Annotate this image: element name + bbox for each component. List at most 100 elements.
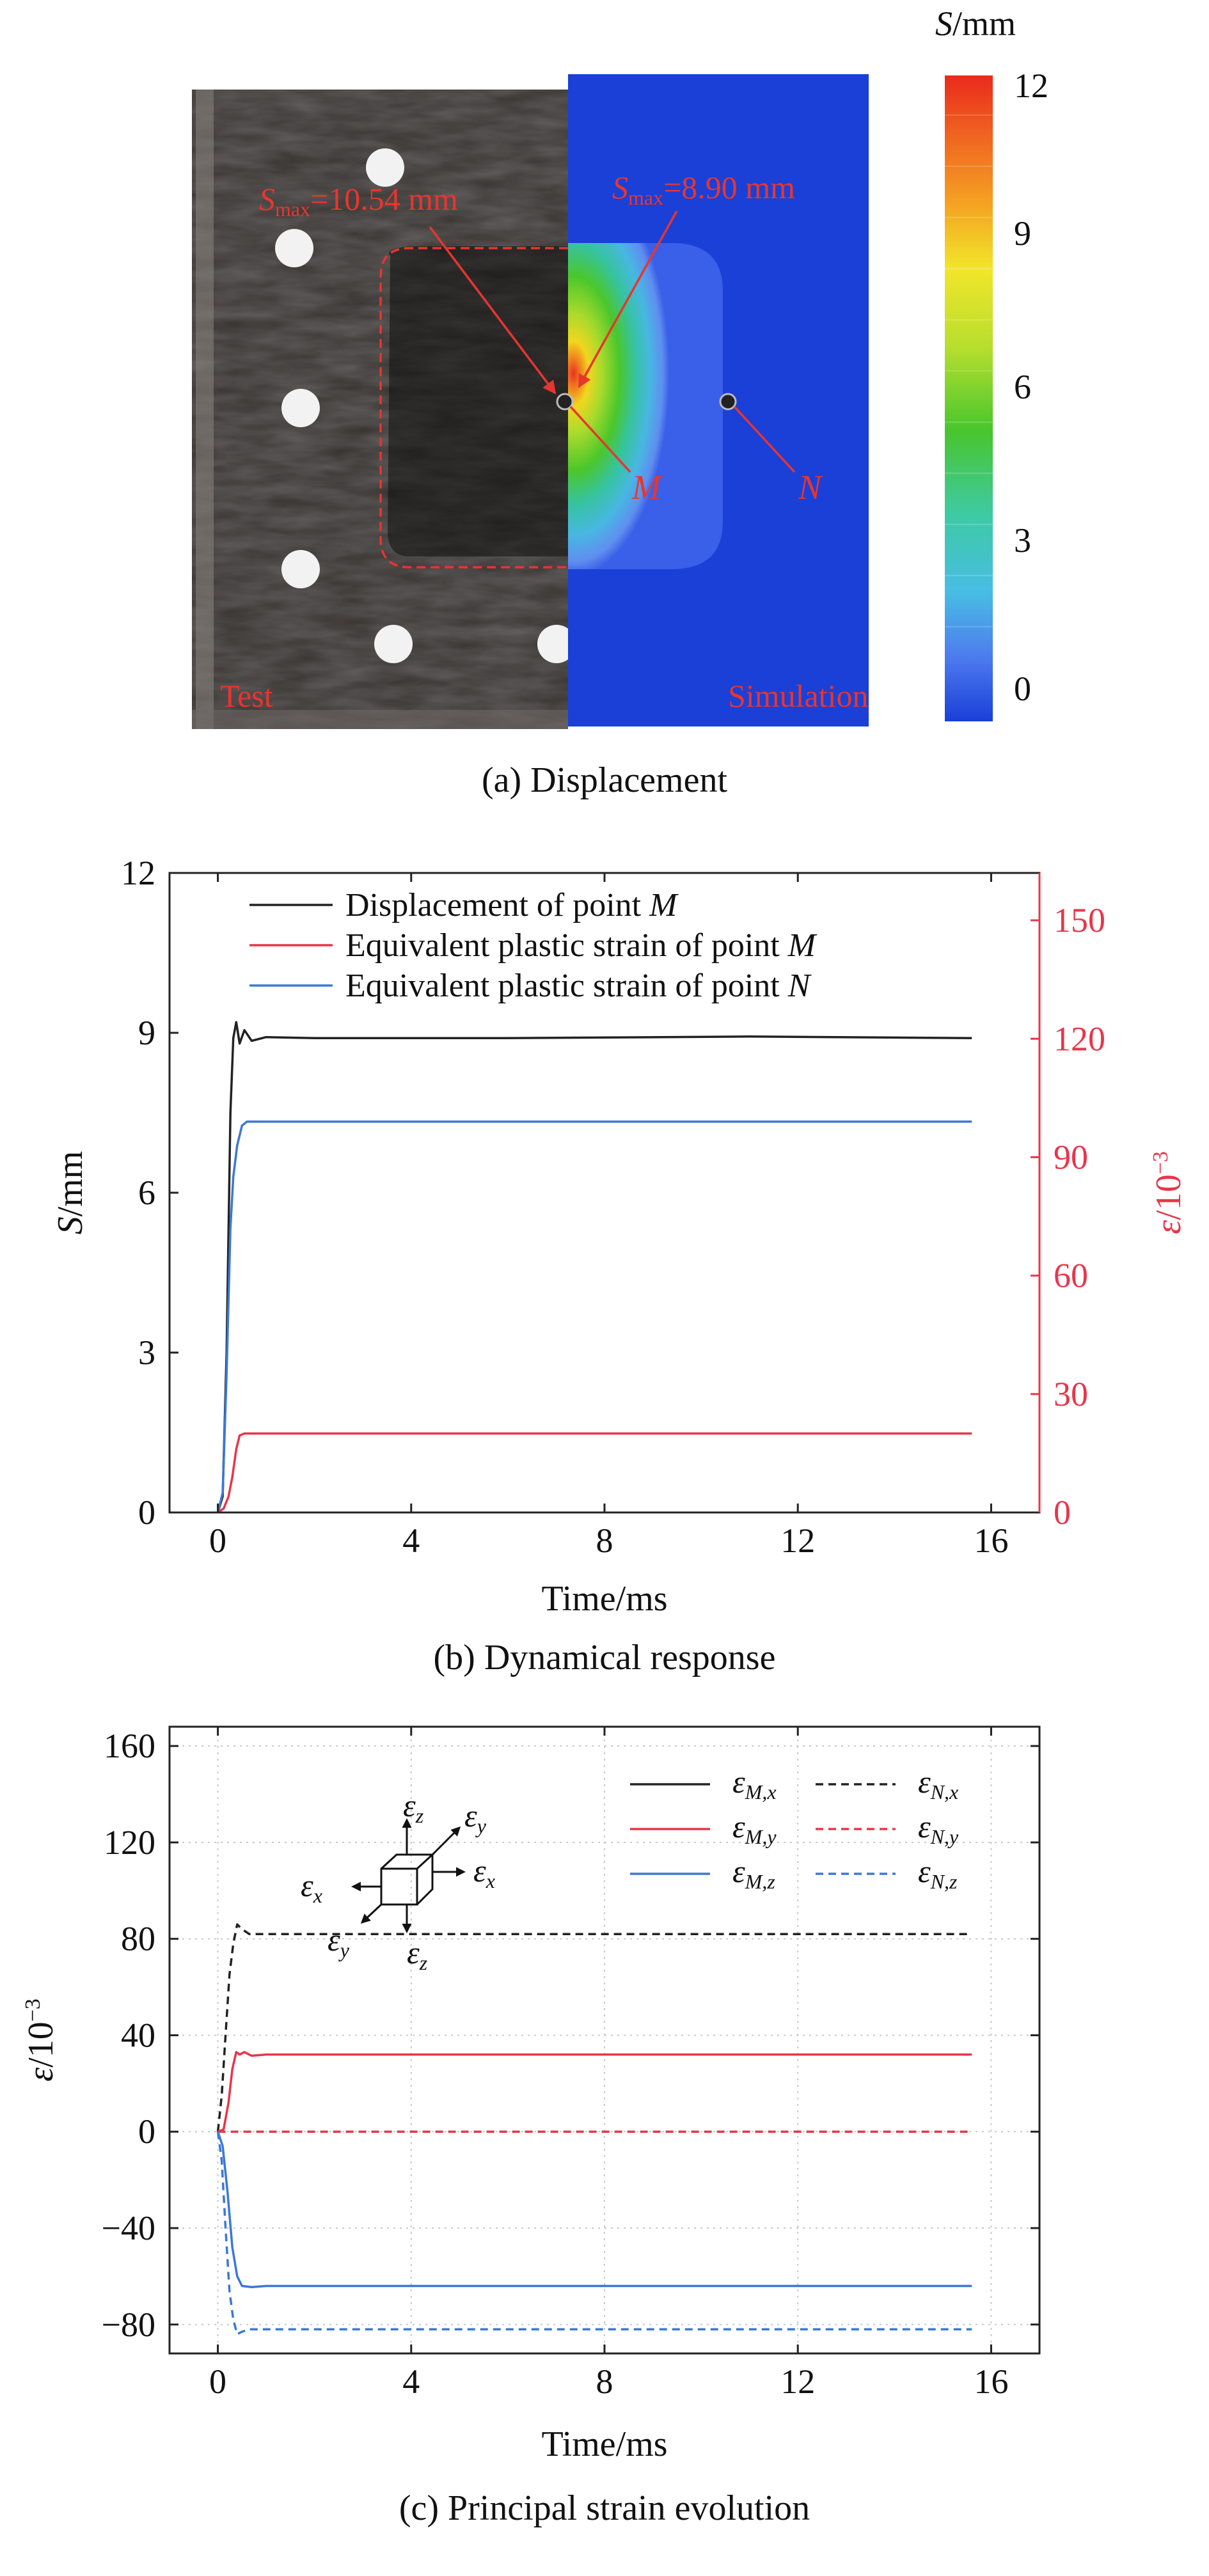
icon-label-y-top: εy: [464, 1798, 487, 1837]
icon-label-x-right: εx: [473, 1853, 495, 1892]
panel-a-displacement: Test Simulation Smax=10.54 mm Smax=8.90 …: [192, 4, 1048, 800]
svg-text:εM,z: εM,z: [732, 1853, 775, 1893]
legend-item: εN,x: [816, 1764, 958, 1803]
icon-label-z-bottom: εz: [407, 1935, 428, 1974]
point-m-marker: [556, 393, 574, 411]
legend-item: Equivalent plastic strain of point M: [249, 927, 818, 964]
series-line-0: [216, 1021, 972, 1512]
icon-label-x-left: εx: [301, 1867, 322, 1907]
x-tick-label: 8: [596, 2362, 613, 2401]
colorbar-tick: 0: [1014, 670, 1031, 708]
smax-simulation-annotation: Smax=8.90 mm: [578, 169, 795, 388]
y-tick-label: −80: [102, 2305, 155, 2344]
y-tick-label: 40: [121, 2016, 155, 2054]
svg-text:Equivalent plastic strain of p: Equivalent plastic strain of point N: [345, 968, 812, 1004]
point-n-label: N: [798, 468, 823, 507]
icon-label-y-bottom: εy: [328, 1922, 350, 1961]
bolt-hole: [366, 148, 404, 187]
simulation-contour: Simulation: [568, 74, 869, 726]
x-axis-label-b: Time/ms: [541, 1579, 667, 1619]
colorbar-tick: 3: [1014, 521, 1031, 560]
y2-tick-label: 0: [1054, 1493, 1071, 1532]
x-tick-label: 16: [974, 1521, 1008, 1560]
legend-item: Displacement of point M: [249, 887, 679, 923]
svg-text:Smax=8.90 mm: Smax=8.90 mm: [612, 169, 795, 209]
legend-c: εM,x εN,x εM,y εN,y εM,z εN,z: [630, 1764, 959, 1893]
legend-item: εN,z: [816, 1853, 958, 1893]
y-axis-label-b: S/mm: [51, 1151, 90, 1235]
test-label: Test: [220, 678, 273, 714]
colorbar-tick: 6: [1014, 368, 1031, 406]
series-line-2: [216, 1120, 972, 1512]
legend-item: εM,x: [630, 1764, 777, 1803]
colorbar-title: S/mm: [935, 4, 1016, 43]
y2-tick-label: 90: [1054, 1138, 1088, 1176]
simulation-label: Simulation: [728, 678, 868, 714]
legend-item: εM,z: [630, 1853, 775, 1893]
x-tick-label: 0: [209, 1521, 226, 1560]
y-tick-label: 160: [104, 1727, 155, 1765]
colorbar-tick: 9: [1014, 214, 1031, 253]
y-tick-label: −40: [102, 2209, 155, 2247]
legend-item: εM,y: [630, 1809, 777, 1848]
x-tick-label: 12: [780, 2362, 815, 2401]
series-line-1: [217, 1432, 972, 1512]
legend-item: εN,y: [816, 1809, 959, 1848]
y2-axis-label-b: ε/10−3: [1149, 1151, 1189, 1234]
x-tick-label: 0: [209, 2362, 226, 2401]
y2-tick-label: 60: [1054, 1257, 1088, 1295]
series-line-4: [216, 2131, 972, 2289]
grid-c: [170, 1727, 1039, 2353]
bolt-hole: [374, 625, 413, 663]
y2-tick-label: 120: [1054, 1019, 1105, 1058]
y-tick-label: 80: [121, 1920, 155, 1958]
icon-label-z-top: εz: [403, 1787, 424, 1827]
x-axis-label-c: Time/ms: [541, 2424, 667, 2464]
colorbar-bands: [945, 114, 993, 627]
deformation-boundary-dashed: [379, 247, 568, 569]
colorbar: S/mm 12 9 6 3 0: [935, 4, 1048, 721]
y-tick-label: 12: [121, 854, 155, 892]
legend-item: Equivalent plastic strain of point N: [249, 968, 812, 1004]
caption-b: (b) Dynamical response: [434, 1638, 776, 1677]
svg-text:εM,y: εM,y: [732, 1809, 777, 1848]
point-n-marker: [719, 393, 737, 411]
svg-text:εN,x: εN,x: [918, 1764, 958, 1803]
series-line-5: [216, 2131, 972, 2336]
plot-frame-c: [168, 1725, 1041, 2355]
x-tick-label: 4: [402, 1521, 420, 1560]
y-tick-label: 120: [104, 1823, 155, 1862]
x-tick-label: 16: [974, 2362, 1008, 2401]
svg-text:εM,x: εM,x: [732, 1764, 777, 1803]
series-line-2: [217, 2051, 972, 2133]
y-tick-label: 0: [138, 2112, 155, 2151]
bolt-hole: [281, 550, 320, 588]
caption-c: (c) Principal strain evolution: [399, 2488, 810, 2528]
y-tick-label: 9: [138, 1014, 155, 1052]
svg-text:Equivalent plastic strain of p: Equivalent plastic strain of point M: [345, 927, 818, 964]
smax-test-annotation: Smax=10.54 mm: [259, 181, 557, 395]
bolt-hole: [537, 625, 576, 663]
y-tick-label: 0: [138, 1493, 155, 1532]
y2-tick-label: 150: [1054, 901, 1105, 939]
svg-text:εN,z: εN,z: [918, 1853, 958, 1893]
x-tick-label: 12: [780, 1521, 815, 1560]
svg-text:εN,y: εN,y: [918, 1809, 959, 1848]
y-tick-label: 3: [138, 1333, 155, 1372]
legend-b: Displacement of point M Equivalent plast…: [249, 887, 818, 1004]
series-line-1: [216, 1923, 972, 2132]
bolt-hole: [275, 229, 313, 267]
x-tick-label: 8: [596, 1521, 613, 1560]
y2-tick-label: 30: [1054, 1375, 1088, 1413]
colorbar-tick: 12: [1014, 67, 1048, 105]
x-tick-label: 4: [402, 2362, 420, 2401]
y-tick-label: 6: [138, 1174, 155, 1212]
point-m-label: M: [631, 468, 663, 507]
bolt-hole: [281, 389, 320, 427]
y-axis-label-c: ε/10−3: [21, 1999, 61, 2082]
svg-text:Smax=10.54 mm: Smax=10.54 mm: [259, 181, 458, 221]
svg-text:Displacement of point M: Displacement of point M: [345, 887, 679, 923]
